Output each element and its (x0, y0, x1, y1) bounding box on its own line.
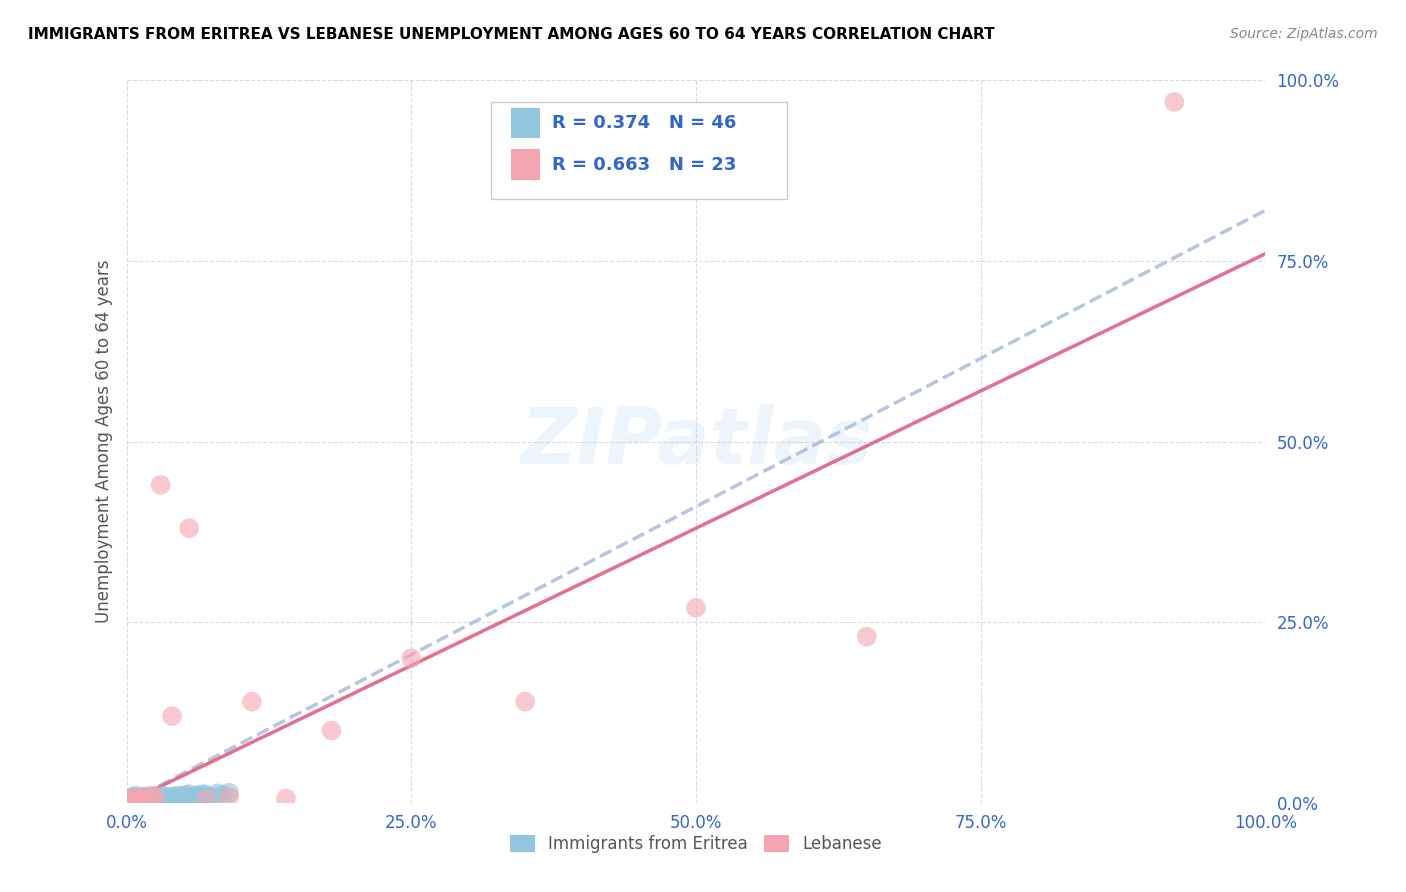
Point (193, 787, 215, 801)
Point (118, 794, 141, 808)
Point (142, 792, 165, 806)
Point (120, 792, 142, 806)
Point (128, 790, 150, 805)
FancyBboxPatch shape (512, 150, 540, 180)
Point (127, 792, 149, 806)
Point (124, 790, 146, 805)
Point (155, 790, 177, 805)
FancyBboxPatch shape (491, 102, 787, 200)
Point (118, 792, 141, 806)
Point (212, 788, 235, 802)
Point (132, 791, 155, 805)
Text: R = 0.663   N = 23: R = 0.663 N = 23 (553, 155, 737, 174)
Point (124, 791, 146, 805)
Point (218, 790, 240, 805)
Point (159, 791, 181, 805)
Point (207, 786, 229, 800)
Point (131, 794, 153, 808)
Point (121, 790, 143, 805)
Point (163, 790, 186, 805)
Point (401, 651, 423, 665)
Point (240, 695, 263, 709)
Point (201, 789, 224, 804)
Point (122, 793, 145, 807)
Point (152, 789, 174, 803)
Point (186, 789, 208, 803)
Point (515, 695, 537, 709)
Point (136, 793, 159, 807)
Point (141, 790, 163, 805)
Point (141, 789, 163, 803)
Point (1163, 95, 1185, 109)
Point (149, 790, 172, 805)
Point (124, 789, 146, 803)
Point (170, 789, 193, 804)
Point (135, 792, 157, 806)
Text: Source: ZipAtlas.com: Source: ZipAtlas.com (1230, 27, 1378, 41)
Point (190, 788, 212, 802)
Point (195, 792, 218, 806)
Point (136, 791, 159, 805)
Point (129, 791, 152, 805)
Text: R = 0.374   N = 46: R = 0.374 N = 46 (553, 114, 737, 132)
Point (195, 789, 218, 803)
Point (120, 791, 142, 805)
Point (172, 790, 194, 805)
Point (143, 789, 166, 804)
Point (148, 791, 170, 805)
Point (160, 709, 183, 723)
Point (136, 790, 159, 805)
Point (181, 790, 204, 805)
Point (166, 789, 188, 803)
Point (132, 790, 155, 805)
Point (129, 793, 152, 807)
FancyBboxPatch shape (512, 108, 540, 138)
Point (124, 794, 146, 808)
Point (321, 723, 343, 738)
Point (855, 630, 877, 644)
Y-axis label: Unemployment Among Ages 60 to 64 years: Unemployment Among Ages 60 to 64 years (94, 260, 112, 624)
Point (143, 790, 166, 805)
Point (118, 794, 141, 808)
Point (274, 791, 297, 805)
Point (218, 786, 240, 800)
Point (134, 789, 156, 804)
Point (121, 793, 143, 807)
Point (179, 521, 201, 535)
Point (685, 600, 707, 615)
Point (184, 789, 207, 804)
Point (138, 791, 160, 805)
Point (174, 788, 197, 802)
Legend: Immigrants from Eritrea, Lebanese: Immigrants from Eritrea, Lebanese (503, 828, 889, 860)
Point (160, 789, 183, 804)
Point (122, 792, 145, 806)
Point (179, 787, 201, 801)
Text: ZIPatlas: ZIPatlas (520, 403, 872, 480)
Text: IMMIGRANTS FROM ERITREA VS LEBANESE UNEMPLOYMENT AMONG AGES 60 TO 64 YEARS CORRE: IMMIGRANTS FROM ERITREA VS LEBANESE UNEM… (28, 27, 995, 42)
Point (127, 792, 149, 806)
Point (125, 793, 148, 807)
Point (149, 478, 172, 492)
Point (131, 790, 153, 805)
